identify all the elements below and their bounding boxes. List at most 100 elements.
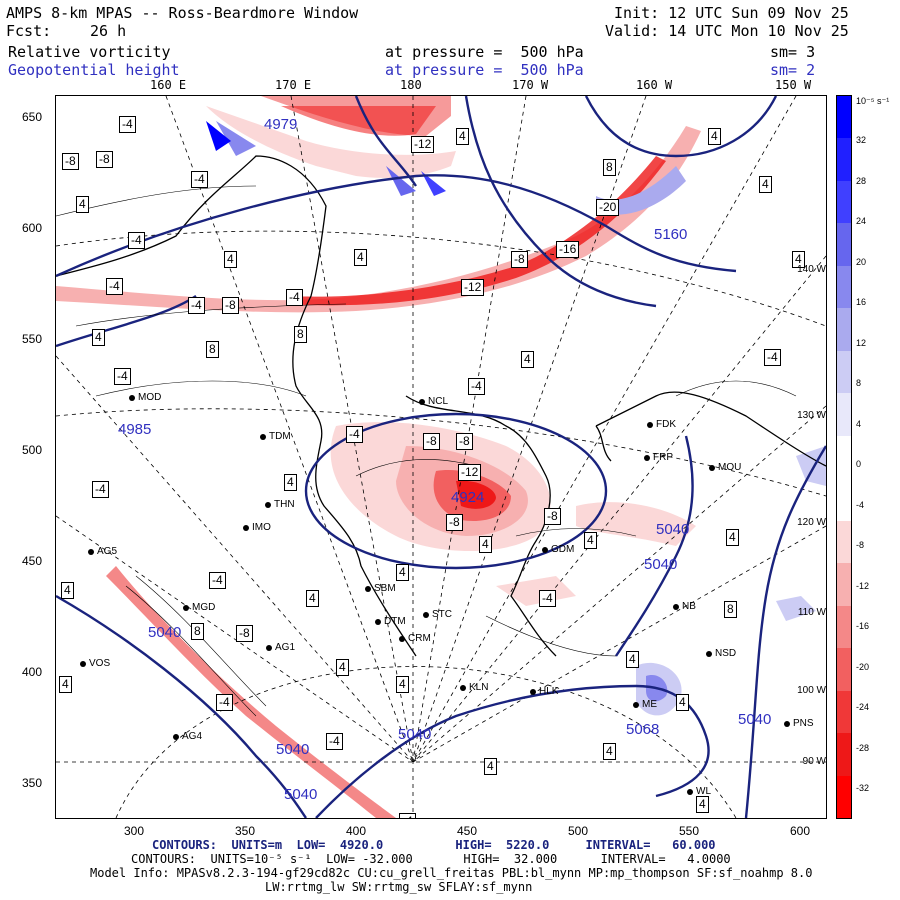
contour-value-box: 4 [479,536,492,553]
colorbar-unit: 10⁻⁵ s⁻¹ [856,96,890,106]
height-label: 5040 [738,711,772,728]
contour-value-box: 4 [792,251,805,268]
contour-value-box: 4 [584,532,597,549]
contour-value-box: -4 [468,378,485,395]
station-label: DTM [375,616,406,627]
colorbar-segment [837,138,851,182]
colorbar-segment [837,478,851,522]
contour-value-box: -8 [62,153,79,170]
x-tick-label: 400 [346,824,367,838]
colorbar-segment [837,223,851,267]
contour-value-box: -4 [128,232,145,249]
vorticity-contour-info: CONTOURS: UNITS=10⁻⁵ s⁻¹ LOW= -32.000 HI… [131,852,731,866]
contour-value-box: -4 [326,733,343,750]
height-label: 5040 [644,556,678,573]
colorbar-segment [837,180,851,224]
valid-time: Valid: 14 UTC Mon 10 Nov 25 [605,22,849,40]
height-label: 5040 [284,786,318,803]
contour-value-box: -4 [106,278,123,295]
colorbar-tick-label: 4 [856,418,862,429]
x-tick-label: 550 [679,824,700,838]
station-label: NB [673,601,696,612]
forecast-label: Fcst: [6,22,52,40]
station-label: THN [265,499,295,510]
colorbar-segment [837,775,851,819]
station-label: GDM [541,544,575,555]
contour-value-box: 8 [191,623,204,640]
contour-value-box: 4 [708,128,721,145]
contour-value-box: 8 [206,341,219,358]
station-label: NSD [705,648,737,659]
station-label: FDK [647,419,676,430]
field1-name: Relative vorticity [8,43,171,61]
contour-value-box: -8 [456,433,473,450]
colorbar-tick-label: 24 [856,216,867,226]
contour-value-box: -4 [188,297,205,314]
lon-label: 130 W [797,410,826,421]
contour-value-box: 4 [603,743,616,760]
contour-value-box: 8 [724,601,737,618]
y-tick-label: 600 [22,221,43,235]
contour-value-box: 4 [676,694,689,711]
station-label: NCL [418,396,449,407]
station-label: MOD [128,392,162,403]
contour-value-box: 4 [484,758,497,775]
station-label: FRP [644,452,673,463]
contour-value-box: 4 [626,651,639,668]
map-canvas [56,96,826,818]
station-label: AG1 [265,642,296,653]
contour-value-box: -12 [411,136,435,153]
contour-value-box: 4 [92,329,105,346]
height-label: 5068 [626,721,660,738]
lon-label: 100 W [797,685,826,696]
height-label: 4985 [118,421,152,438]
colorbar-segment [837,520,851,564]
colorbar-segment [837,563,851,607]
contour-value-box: -4 [539,590,556,607]
field2-name: Geopotential height [8,61,180,79]
colorbar-tick-label: 12 [856,337,867,348]
contour-value-box: 4 [354,249,367,266]
colorbar-tick-label: -20 [856,661,870,672]
contour-value-box: -4 [399,813,416,818]
field1-smoothing: sm= 3 [770,43,816,61]
lon-label: 160 W [636,78,673,92]
lon-label: 140 W [797,264,826,275]
x-tick-label: 350 [235,824,256,838]
height-label: 5040 [656,521,690,538]
height-label: 5040 [148,624,182,641]
contour-value-box: -4 [286,289,303,306]
contour-value-box: 8 [603,159,616,176]
contour-value-box: 4 [521,351,534,368]
y-tick-label: 400 [22,665,43,679]
lon-label: 180 [400,78,422,92]
station-label: PNS [784,718,814,729]
height-label: 4924 [451,489,485,506]
coastline [56,155,826,657]
colorbar-tick-label: -24 [856,702,870,712]
colorbar-tick-label: 28 [856,175,867,186]
contour-value-box: 4 [284,474,297,491]
latlon-grid [56,96,826,818]
station-label: IMO [243,522,271,533]
colorbar-segment [837,648,851,692]
contour-value-box: 4 [224,251,237,268]
station-label: ME [633,699,657,710]
colorbar-tick-label: -12 [856,580,870,591]
colorbar-segment [837,733,851,777]
map-panel: 4985 4924 5040 5040 5040 5040 5040 5040 … [55,95,827,819]
contour-value-box: -8 [446,514,463,531]
colorbar-segment [837,393,851,437]
station-label: WL [687,786,711,797]
vorticity-shading [56,96,826,818]
colorbar-tick-label: -32 [856,783,870,793]
y-tick-label: 500 [22,443,43,457]
colorbar-segment [837,308,851,352]
contour-value-box: -4 [346,426,363,443]
contour-value-box: 4 [456,128,469,145]
field1-level: at pressure = 500 hPa [385,43,584,61]
station-label: STC [423,609,452,620]
x-tick-label: 450 [457,824,478,838]
y-tick-label: 550 [22,332,43,346]
colorbar-segment [837,96,851,139]
